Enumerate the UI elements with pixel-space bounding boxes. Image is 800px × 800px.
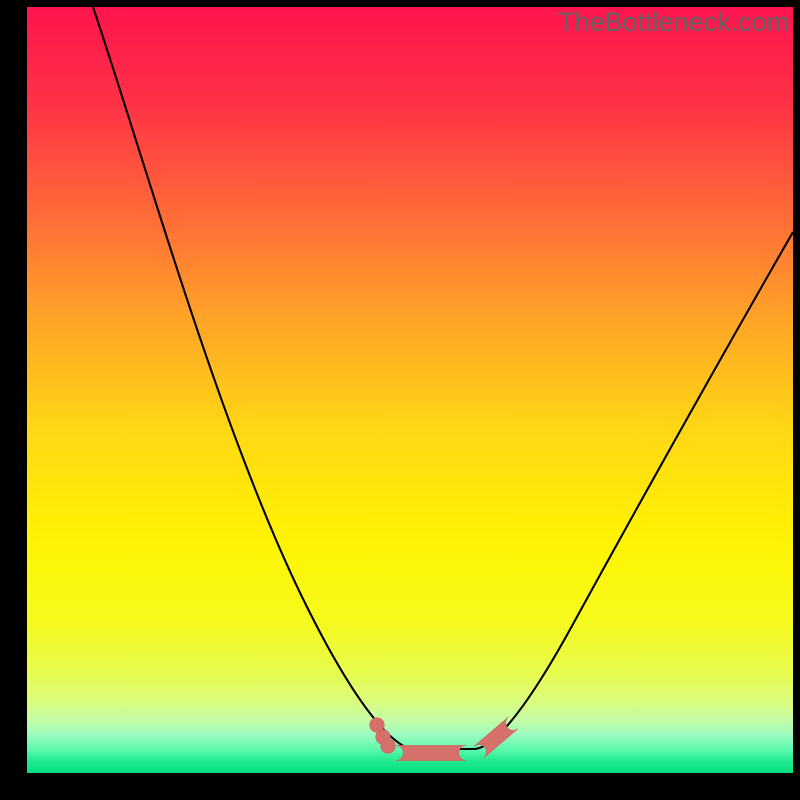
chart-svg [27,7,793,773]
watermark-text: TheBottleneck.com [558,7,789,38]
marker-dot [381,739,395,753]
chart-frame: TheBottleneck.com [0,0,800,800]
marker-capsule [396,746,466,761]
plot-area [27,7,793,773]
gradient-background [27,7,793,773]
